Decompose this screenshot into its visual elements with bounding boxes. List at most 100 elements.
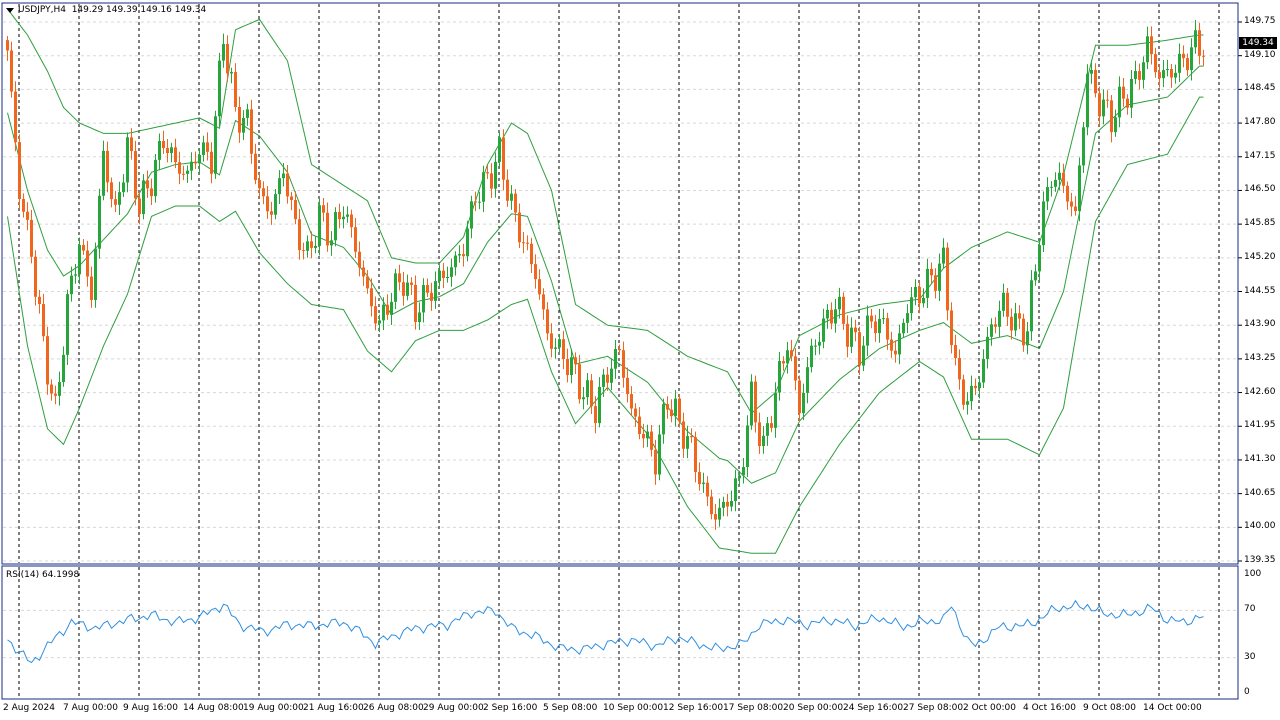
bear-candle: [426, 285, 429, 293]
bear-candle: [706, 482, 709, 497]
bull-candle: [510, 193, 513, 201]
bull-candle: [834, 309, 837, 324]
rsi-axis-label: 30: [1244, 651, 1256, 662]
bear-candle: [178, 162, 181, 174]
bull-candle: [986, 336, 989, 360]
bull-candle: [850, 327, 853, 347]
bull-candle: [466, 228, 469, 257]
bull-candle: [570, 357, 573, 376]
time-axis-label: 27 Sep 08:00: [903, 703, 964, 713]
bear-candle: [710, 496, 713, 515]
bull-candle: [282, 173, 285, 179]
bull-candle: [274, 194, 277, 215]
bull-candle: [814, 345, 817, 347]
bull-candle: [438, 270, 441, 282]
bull-candle: [1050, 186, 1053, 188]
symbol-menu-arrow-icon[interactable]: [6, 8, 14, 13]
bear-candle: [518, 212, 521, 243]
rsi-line: [7, 599, 1204, 664]
time-axis-label: 7 Aug 00:00: [63, 703, 118, 713]
bear-candle: [182, 173, 185, 175]
bull-candle: [1058, 172, 1061, 180]
time-axis-label: 17 Sep 08:00: [723, 703, 784, 713]
bull-candle: [434, 281, 437, 301]
bull-candle: [882, 318, 885, 320]
bull-candle: [346, 214, 349, 217]
price-axis-label: 145.85: [1244, 218, 1276, 229]
bull-candle: [658, 434, 661, 475]
bear-candle: [1098, 93, 1101, 117]
bear-candle: [670, 409, 673, 417]
bull-candle: [318, 205, 321, 246]
bear-candle: [682, 421, 685, 449]
bull-candle: [902, 322, 905, 334]
bull-candle: [878, 318, 881, 334]
bull-candle: [242, 117, 245, 133]
bull-candle: [866, 315, 869, 346]
time-axis-label: 14 Aug 08:00: [183, 703, 244, 713]
bull-candle: [62, 354, 65, 383]
bull-candle: [734, 478, 737, 502]
bull-candle: [838, 296, 841, 310]
bear-candle: [402, 282, 405, 296]
bear-candle: [86, 250, 89, 277]
bull-candle: [1194, 30, 1197, 48]
time-axis-label: 9 Aug 16:00: [123, 703, 178, 713]
bull-candle: [730, 501, 733, 507]
bear-candle: [642, 433, 645, 439]
bear-candle: [1006, 292, 1009, 317]
bull-candle: [746, 425, 749, 468]
bear-candle: [502, 137, 505, 180]
bear-candle: [886, 318, 889, 340]
bull-candle: [926, 268, 929, 298]
bear-candle: [1202, 55, 1205, 57]
bull-candle: [158, 141, 161, 160]
price-axis-label: 148.45: [1244, 83, 1276, 94]
bear-candle: [654, 449, 657, 475]
bull-candle: [70, 275, 73, 295]
bear-candle: [894, 350, 897, 355]
price-axis-label: 147.15: [1244, 150, 1276, 161]
bear-candle: [326, 212, 329, 246]
bull-candle: [1014, 313, 1017, 331]
bull-candle: [334, 212, 337, 241]
bear-candle: [758, 422, 761, 447]
bull-candle: [458, 254, 461, 256]
bull-candle: [718, 507, 721, 520]
rsi-axis-label: 0: [1244, 687, 1250, 697]
bull-candle: [190, 161, 193, 171]
bull-candle: [806, 367, 809, 393]
rsi-indicator: [7, 599, 1204, 664]
bull-candle: [1178, 53, 1181, 73]
bear-candle: [1062, 172, 1065, 186]
bull-candle: [478, 201, 481, 203]
bull-candle: [1034, 271, 1037, 281]
bear-candle: [106, 150, 109, 183]
bull-candle: [970, 385, 973, 402]
bull-candle: [142, 180, 145, 215]
bull-candle: [738, 475, 741, 479]
bear-candle: [858, 332, 861, 366]
bull-candle: [786, 350, 789, 364]
bear-candle: [638, 416, 641, 434]
bull-candle: [314, 245, 317, 248]
bear-candle: [262, 188, 265, 197]
bull-candle: [582, 397, 585, 400]
bull-candle: [170, 147, 173, 154]
time-axis-label: 9 Oct 08:00: [1083, 703, 1136, 713]
bull-candle: [482, 172, 485, 202]
bear-candle: [1110, 100, 1113, 133]
price-axis-label: 146.50: [1244, 184, 1276, 195]
time-axis-label: 12 Sep 16:00: [663, 703, 724, 713]
bull-candle: [554, 347, 557, 349]
bull-candle: [1134, 71, 1137, 79]
time-axis-label: 2 Oct 00:00: [963, 703, 1016, 713]
bull-candle: [1038, 245, 1041, 272]
bollinger-bands: [7, 8, 1204, 554]
bull-candle: [394, 273, 397, 302]
bull-candle: [378, 320, 381, 324]
bear-candle: [1070, 201, 1073, 207]
bear-candle: [546, 309, 549, 334]
bull-candle: [418, 312, 421, 323]
